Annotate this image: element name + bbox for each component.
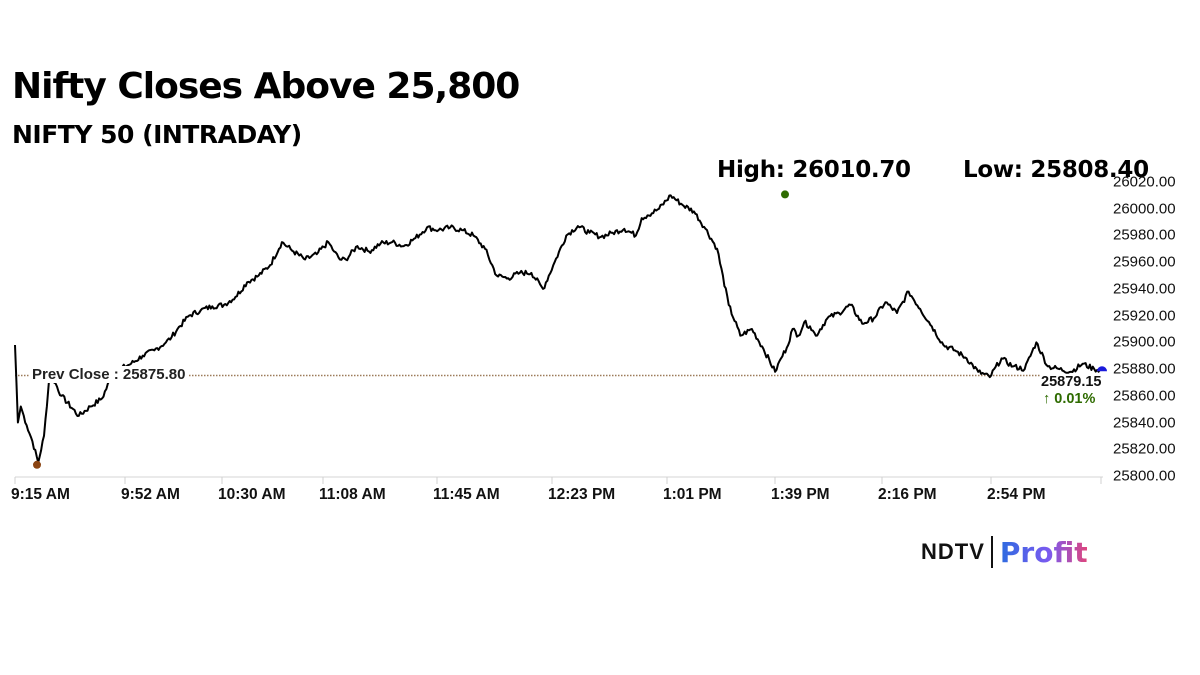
y-tick-label: 26000.00 (1113, 200, 1176, 218)
chart-title: Nifty Closes Above 25,800 (12, 66, 520, 107)
chart-subtitle: NIFTY 50 (INTRADAY) (12, 120, 302, 149)
y-tick-label: 25920.00 (1113, 307, 1176, 325)
y-tick-label: 25860.00 (1113, 387, 1176, 405)
prev-close-label: Prev Close : 25875.80 (29, 366, 189, 383)
x-tick-label: 2:54 PM (987, 486, 1046, 503)
y-tick-label: 25800.00 (1113, 467, 1176, 485)
x-tick-label: 1:01 PM (663, 486, 722, 503)
last-price-value: 25879.15 (1041, 374, 1102, 390)
last-price-box: 25879.15 ↑ 0.01% (1041, 374, 1103, 408)
x-tick-label: 2:16 PM (878, 486, 937, 503)
y-tick-label: 25880.00 (1113, 360, 1176, 378)
x-tick-label: 10:30 AM (218, 486, 286, 503)
last-price-marker (1097, 366, 1107, 372)
x-tick-label: 12:23 PM (548, 486, 616, 503)
x-tick-label: 1:39 PM (771, 486, 830, 503)
high-marker (781, 190, 789, 199)
y-tick-label: 25980.00 (1113, 226, 1176, 244)
y-tick-label: 25960.00 (1113, 253, 1176, 271)
y-tick-label: 25900.00 (1113, 333, 1176, 351)
x-tick-label: 9:52 AM (121, 486, 180, 503)
logo-divider (990, 536, 993, 568)
x-tick-label: 9:15 AM (11, 486, 70, 503)
logo-profit-text: Profit (999, 535, 1088, 569)
x-tick-label: 11:45 AM (433, 486, 500, 503)
ndtv-profit-logo: NDTV Profit (921, 534, 1088, 570)
x-axis-ticks (14, 477, 1102, 484)
low-marker (33, 460, 41, 469)
x-tick-label: 11:08 AM (319, 486, 386, 503)
y-tick-label: 25840.00 (1113, 414, 1176, 432)
y-tick-label: 25820.00 (1113, 440, 1176, 458)
last-price-change: ↑ 0.01% (1043, 391, 1096, 407)
y-tick-label: 25940.00 (1113, 280, 1176, 298)
logo-ndtv-text: NDTV (921, 539, 985, 564)
price-line (14, 194, 1104, 464)
day-high-label: High: 26010.70 (717, 157, 911, 183)
y-tick-label: 26020.00 (1113, 173, 1176, 191)
day-low-label: Low: 25808.40 (963, 157, 1149, 183)
